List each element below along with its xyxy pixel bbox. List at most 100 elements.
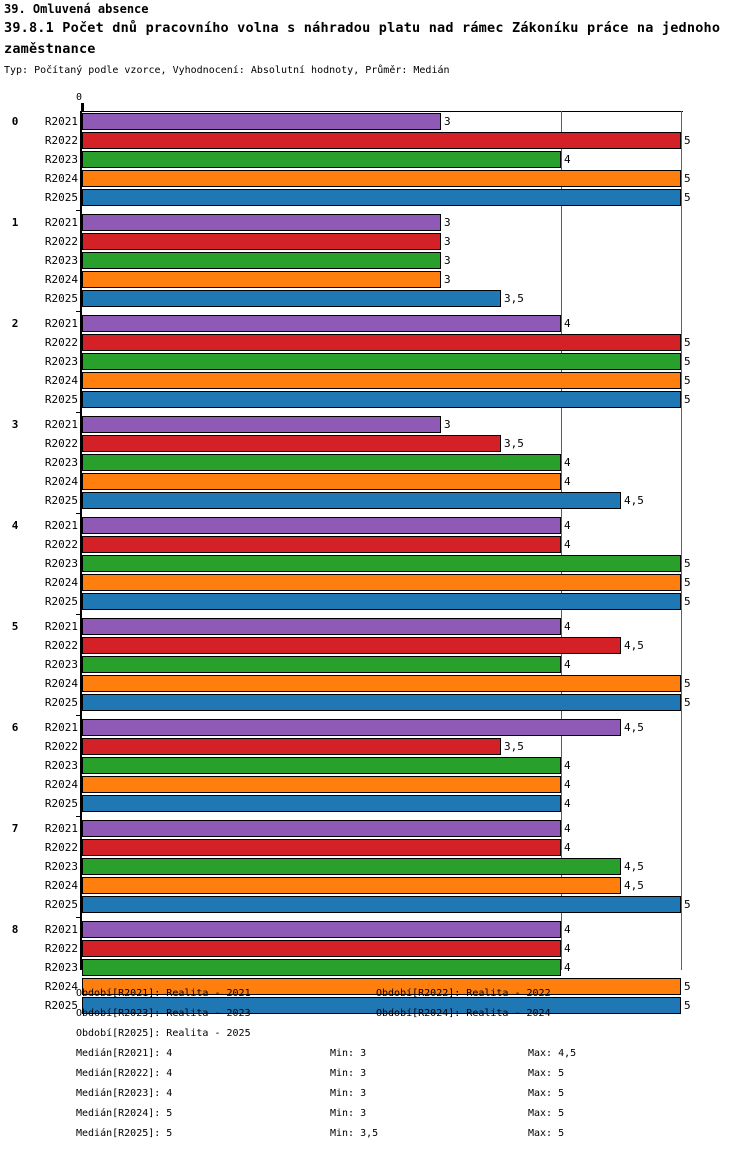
bar-r2025[interactable] bbox=[82, 795, 561, 812]
chart-row: 2 R2021 4 bbox=[0, 314, 750, 333]
row-label-r2022: R2022 bbox=[44, 639, 78, 652]
bar-value-label: 3,5 bbox=[504, 740, 524, 753]
row-label-r2021: R2021 bbox=[44, 216, 78, 229]
bar-r2023[interactable] bbox=[82, 555, 681, 572]
bar-r2023[interactable] bbox=[82, 454, 561, 471]
bar-r2025[interactable] bbox=[82, 189, 681, 206]
chart-row: R2025 4 bbox=[0, 794, 750, 813]
bar-r2023[interactable] bbox=[82, 656, 561, 673]
legend-period-entry: Období[R2021]: Realita - 2021 bbox=[76, 988, 251, 999]
bar-value-label: 5 bbox=[684, 134, 691, 147]
bar-r2022[interactable] bbox=[82, 536, 561, 553]
row-label-r2022: R2022 bbox=[44, 336, 78, 349]
bar-r2023[interactable] bbox=[82, 151, 561, 168]
bar-r2024[interactable] bbox=[82, 372, 681, 389]
bar-r2024[interactable] bbox=[82, 978, 681, 995]
bar-r2025[interactable] bbox=[82, 997, 681, 1014]
bar-r2021[interactable] bbox=[82, 214, 441, 231]
bar-r2021[interactable] bbox=[82, 719, 621, 736]
bar-r2021[interactable] bbox=[82, 618, 561, 635]
bar-r2022[interactable] bbox=[82, 738, 501, 755]
bar-r2025[interactable] bbox=[82, 593, 681, 610]
row-label-r2025: R2025 bbox=[44, 797, 78, 810]
row-label-r2024: R2024 bbox=[44, 172, 78, 185]
bar-r2025[interactable] bbox=[82, 694, 681, 711]
bar-r2022[interactable] bbox=[82, 132, 681, 149]
row-label-r2022: R2022 bbox=[44, 235, 78, 248]
row-label-r2025: R2025 bbox=[44, 595, 78, 608]
bar-r2023[interactable] bbox=[82, 353, 681, 370]
page-header: 39. Omluvená absence 39.8.1 Počet dnů pr… bbox=[4, 0, 748, 79]
bar-r2021[interactable] bbox=[82, 113, 441, 130]
bar-r2021[interactable] bbox=[82, 921, 561, 938]
row-label-r2021: R2021 bbox=[44, 519, 78, 532]
bar-r2023[interactable] bbox=[82, 252, 441, 269]
bar-value-label: 3 bbox=[444, 235, 451, 248]
row-label-r2023: R2023 bbox=[44, 153, 78, 166]
legend-period-row: Období[R2021]: Realita - 2021 Období[R202… bbox=[0, 988, 750, 1008]
bar-r2021[interactable] bbox=[82, 517, 561, 534]
bar-r2021[interactable] bbox=[82, 416, 441, 433]
bar-r2022[interactable] bbox=[82, 334, 681, 351]
bar-r2021[interactable] bbox=[82, 820, 561, 837]
bar-r2024[interactable] bbox=[82, 574, 681, 591]
bar-r2025[interactable] bbox=[82, 896, 681, 913]
gridline-median bbox=[561, 111, 562, 970]
row-label-r2021: R2021 bbox=[44, 317, 78, 330]
bar-r2022[interactable] bbox=[82, 839, 561, 856]
bar-r2025[interactable] bbox=[82, 492, 621, 509]
bar-value-label: 4 bbox=[564, 797, 571, 810]
bar-value-label: 4 bbox=[564, 620, 571, 633]
bar-r2024[interactable] bbox=[82, 473, 561, 490]
bar-value-label: 5 bbox=[684, 393, 691, 406]
row-label-r2024: R2024 bbox=[44, 980, 78, 993]
chart-row: R2025 5 bbox=[0, 996, 750, 1015]
gridline-max bbox=[681, 111, 682, 970]
bar-value-label: 3 bbox=[444, 273, 451, 286]
row-label-r2023: R2023 bbox=[44, 456, 78, 469]
row-label-r2021: R2021 bbox=[44, 923, 78, 936]
plot-top-border bbox=[82, 111, 683, 112]
bar-r2024[interactable] bbox=[82, 776, 561, 793]
chart-row: R2024 4 bbox=[0, 472, 750, 491]
bar-value-label: 5 bbox=[684, 999, 691, 1012]
legend-period-entry: Období[R2023]: Realita - 2023 bbox=[76, 1008, 251, 1019]
chart-row: R2022 5 bbox=[0, 131, 750, 150]
bar-r2021[interactable] bbox=[82, 315, 561, 332]
bar-r2022[interactable] bbox=[82, 940, 561, 957]
row-label-r2024: R2024 bbox=[44, 576, 78, 589]
chart-row: 8 R2021 4 bbox=[0, 920, 750, 939]
bar-r2023[interactable] bbox=[82, 757, 561, 774]
stat-min: Min: 3,5 bbox=[330, 1128, 379, 1139]
bar-r2023[interactable] bbox=[82, 959, 561, 976]
chart-row: R2025 5 bbox=[0, 693, 750, 712]
bar-r2022[interactable] bbox=[82, 637, 621, 654]
row-label-r2025: R2025 bbox=[44, 696, 78, 709]
bar-value-label: 4 bbox=[564, 519, 571, 532]
bar-value-label: 4 bbox=[564, 923, 571, 936]
bar-value-label: 3,5 bbox=[504, 437, 524, 450]
bar-r2025[interactable] bbox=[82, 290, 501, 307]
bar-value-label: 5 bbox=[684, 595, 691, 608]
bar-r2022[interactable] bbox=[82, 435, 501, 452]
bar-r2022[interactable] bbox=[82, 233, 441, 250]
bar-r2023[interactable] bbox=[82, 858, 621, 875]
group-index-label: 0 bbox=[11, 115, 19, 128]
bar-r2024[interactable] bbox=[82, 675, 681, 692]
bar-value-label: 5 bbox=[684, 696, 691, 709]
bar-r2024[interactable] bbox=[82, 271, 441, 288]
bar-r2024[interactable] bbox=[82, 877, 621, 894]
legend-period-entry: Období[R2024]: Realita - 2024 bbox=[376, 1008, 551, 1019]
group-index-label: 5 bbox=[11, 620, 19, 633]
stat-min: Min: 3 bbox=[330, 1048, 367, 1059]
bar-r2025[interactable] bbox=[82, 391, 681, 408]
legend-stats-row: Medián[R2021]: 4 Min: 3 Max: 4,5 bbox=[0, 1048, 750, 1068]
group-index-label: 3 bbox=[11, 418, 19, 431]
bar-value-label: 4 bbox=[564, 538, 571, 551]
bar-value-label: 5 bbox=[684, 374, 691, 387]
group-index-label: 4 bbox=[11, 519, 19, 532]
bar-r2024[interactable] bbox=[82, 170, 681, 187]
bar-value-label: 4 bbox=[564, 153, 571, 166]
row-label-r2024: R2024 bbox=[44, 273, 78, 286]
stat-max: Max: 4,5 bbox=[528, 1048, 577, 1059]
